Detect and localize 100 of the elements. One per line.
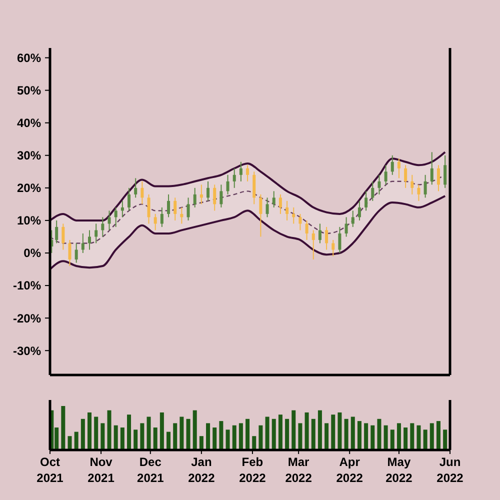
candlestick	[364, 190, 368, 212]
candlestick	[193, 187, 196, 208]
bar	[192, 410, 197, 449]
candlestick	[252, 171, 256, 205]
candlestick	[410, 174, 414, 195]
candlestick	[88, 230, 92, 250]
bar	[153, 428, 158, 449]
candlestick	[338, 226, 342, 254]
bar	[146, 416, 151, 449]
candlestick	[180, 206, 184, 224]
bar	[265, 416, 270, 449]
bar	[285, 418, 290, 449]
candlestick	[200, 184, 203, 205]
candlestick	[167, 194, 170, 218]
bar	[272, 418, 276, 449]
candlestick	[134, 178, 138, 198]
candlestick	[232, 168, 236, 188]
bar	[199, 436, 204, 449]
candlestick	[140, 180, 144, 205]
bar	[100, 423, 105, 449]
bar	[180, 416, 184, 449]
candlestick	[239, 161, 242, 182]
candlestick	[305, 220, 308, 240]
candlestick	[259, 194, 262, 238]
bar	[331, 414, 336, 449]
bar	[120, 428, 124, 449]
candlestick	[62, 223, 65, 250]
candlestick	[108, 210, 111, 231]
candlestick	[344, 216, 348, 238]
bar	[410, 423, 414, 449]
y-tick-label: -30%	[12, 344, 42, 358]
bar	[324, 423, 329, 449]
x-tick-label: Mar 2022	[285, 455, 312, 485]
bar	[423, 430, 428, 449]
bar	[173, 423, 178, 449]
candlestick	[298, 213, 302, 231]
line-series	[50, 151, 446, 222]
candlestick	[266, 197, 269, 218]
candlestick	[278, 194, 282, 214]
y-tick-label: 10%	[16, 214, 42, 228]
candlestick	[332, 239, 335, 257]
bar	[390, 430, 394, 449]
bar	[377, 418, 382, 449]
bar	[357, 421, 362, 449]
candlestick	[74, 242, 78, 264]
bar	[94, 416, 98, 449]
candlestick	[68, 239, 72, 266]
bar	[344, 418, 348, 449]
candlestick	[186, 197, 190, 221]
bar	[166, 432, 171, 449]
y-tick-label: 30%	[16, 148, 42, 163]
candlestick	[292, 206, 296, 224]
candlestick	[430, 152, 434, 186]
x-tick-label: Jan 2022	[188, 455, 216, 485]
bar	[298, 423, 302, 449]
bar	[140, 423, 144, 449]
bar	[219, 421, 224, 449]
bar	[232, 425, 236, 449]
bar	[436, 421, 440, 449]
y-tick-label: 50%	[16, 84, 42, 98]
x-tick-label: Dec 2021	[137, 455, 164, 485]
candlestick	[226, 174, 230, 195]
x-tick-label: Nov 2021	[88, 455, 115, 485]
bar	[443, 430, 448, 449]
y-tick-label: -10%	[12, 278, 42, 293]
candlestick	[206, 180, 210, 202]
candlestick	[272, 190, 276, 208]
bar	[61, 406, 66, 449]
y-tick-label: 60%	[16, 50, 42, 65]
bar	[311, 418, 316, 449]
x-tick-label: Jun 2022	[436, 455, 464, 485]
candlestick	[246, 164, 250, 182]
bar	[304, 412, 309, 449]
bar	[80, 418, 85, 449]
bar	[318, 410, 322, 449]
candlestick	[128, 187, 131, 212]
candlestick	[404, 164, 408, 188]
bar	[278, 414, 282, 449]
bar	[238, 423, 243, 449]
candlestick	[351, 210, 354, 228]
bar	[246, 418, 250, 449]
candlestick	[120, 200, 124, 218]
bar	[384, 425, 388, 449]
candlestick	[318, 223, 322, 244]
bar	[416, 425, 421, 449]
y-tick-label: 40%	[16, 116, 42, 130]
candlestick	[444, 154, 447, 188]
candlestick	[417, 184, 420, 202]
bar	[127, 414, 132, 449]
candlestick	[154, 213, 157, 231]
candlestick	[424, 174, 427, 198]
x-tick-label: May 2022	[386, 455, 413, 485]
candlestick	[160, 206, 164, 228]
bar	[206, 423, 210, 449]
candlestick	[94, 223, 98, 244]
bar	[338, 412, 342, 449]
candlestick	[55, 220, 58, 244]
candlestick	[220, 184, 223, 208]
bar	[186, 418, 190, 449]
candlestick	[312, 230, 315, 260]
